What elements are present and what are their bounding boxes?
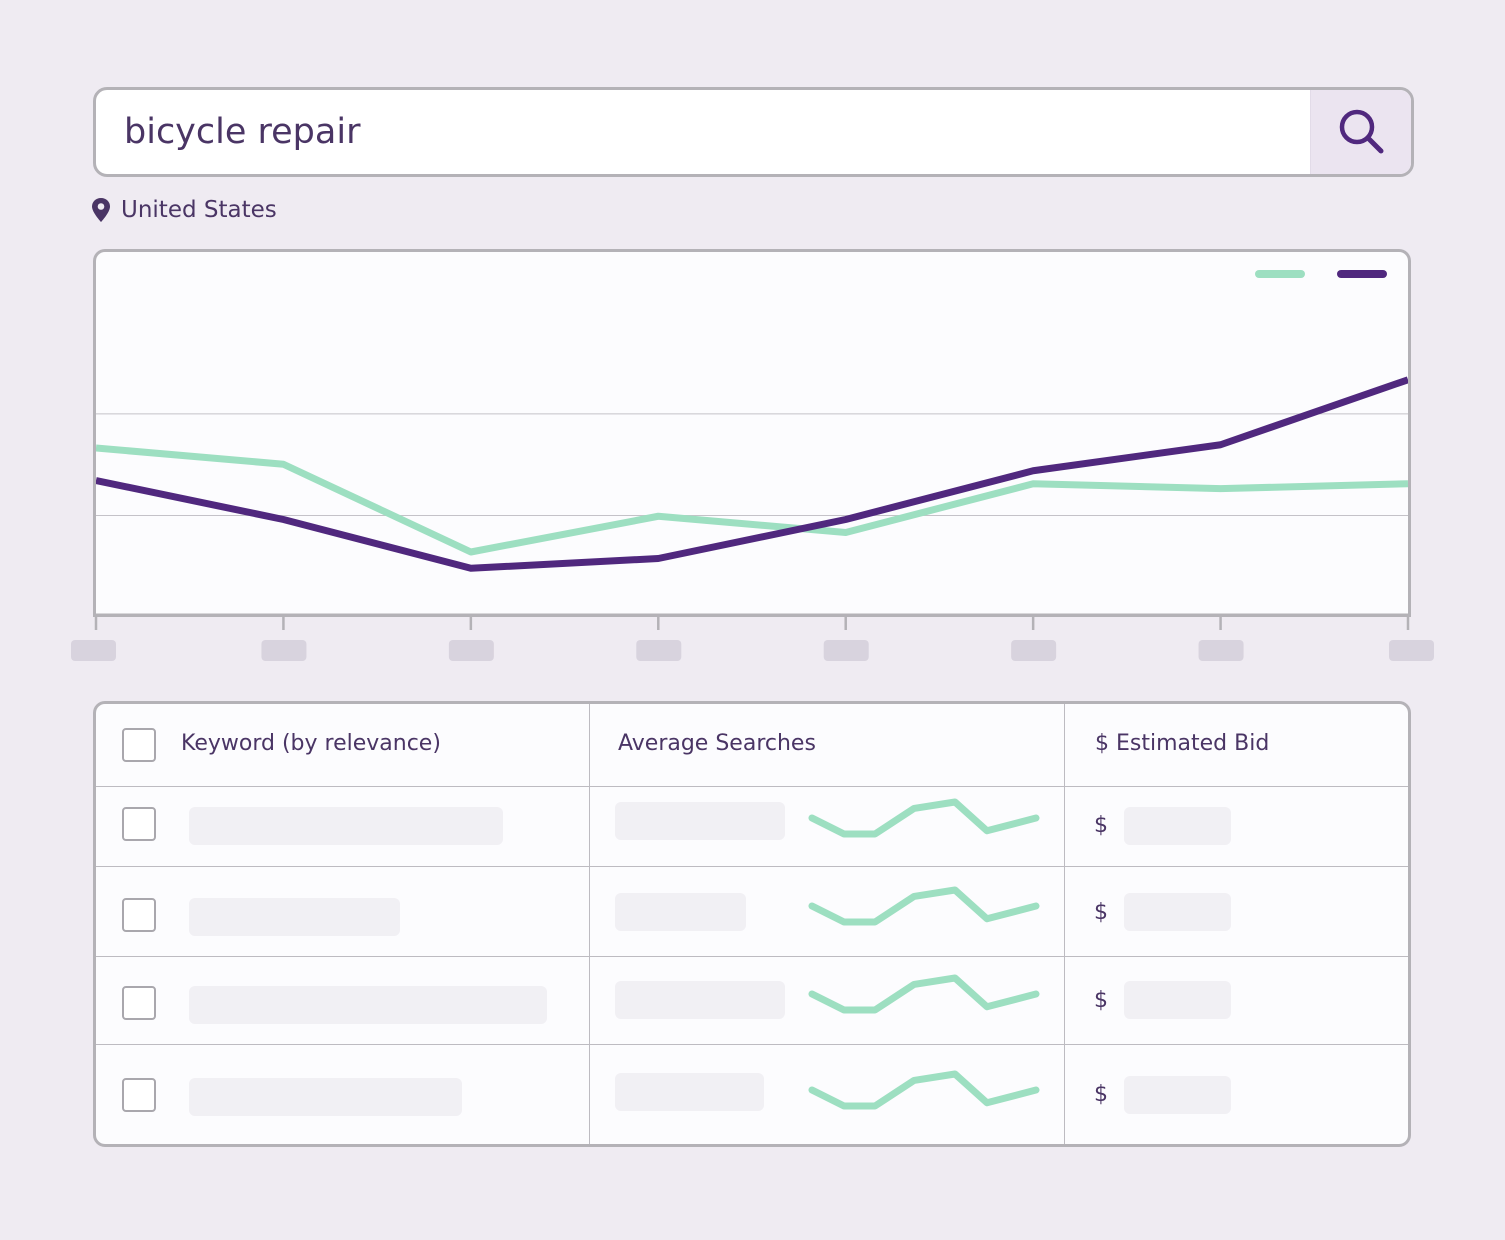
searches-placeholder <box>615 893 746 931</box>
sparkline-path <box>808 1070 1040 1110</box>
bid-placeholder <box>1124 981 1231 1019</box>
bid-placeholder <box>1124 1076 1231 1114</box>
keyword-column-header[interactable]: Keyword (by relevance) <box>181 731 441 756</box>
table-row[interactable]: $ <box>96 1044 1408 1144</box>
x-tick-label-placeholder <box>71 640 116 661</box>
searches-placeholder <box>615 1073 764 1111</box>
x-tick-label-placeholder <box>1198 640 1244 661</box>
table-row[interactable]: $ <box>96 786 1408 867</box>
keyword-placeholder <box>189 986 547 1024</box>
series-line-1 <box>96 444 1408 556</box>
searches-placeholder <box>615 802 785 840</box>
bid-column-header[interactable]: $ Estimated Bid <box>1095 731 1270 756</box>
keyword-placeholder <box>189 898 400 936</box>
location-label: United States <box>121 197 277 223</box>
keyword-table: Keyword (by relevance) Average Searches … <box>93 701 1411 1147</box>
column-divider <box>589 704 590 1144</box>
search-bar <box>93 87 1414 177</box>
searches-sparkline <box>808 886 1040 926</box>
search-button[interactable] <box>1310 90 1411 174</box>
keyword-placeholder <box>189 1078 462 1116</box>
x-tick-label-placeholder <box>1011 640 1057 661</box>
table-row[interactable]: $ <box>96 956 1408 1045</box>
searches-sparkline <box>808 974 1040 1014</box>
bid-placeholder <box>1124 893 1231 931</box>
map-pin-icon <box>92 198 110 222</box>
table-header-row: Keyword (by relevance) Average Searches … <box>96 704 1408 787</box>
search-trend-chart <box>93 249 1411 617</box>
sparkline-path <box>808 798 1040 838</box>
searches-sparkline <box>808 1070 1040 1110</box>
select-all-checkbox[interactable] <box>122 728 156 762</box>
row-checkbox[interactable] <box>122 1078 156 1112</box>
bid-currency: $ <box>1094 813 1108 838</box>
bid-currency: $ <box>1094 900 1108 925</box>
bid-currency: $ <box>1094 988 1108 1013</box>
table-row[interactable]: $ <box>96 866 1408 957</box>
chart-x-axis <box>71 616 1434 661</box>
searches-placeholder <box>615 981 785 1019</box>
row-checkbox[interactable] <box>122 898 156 932</box>
series-line-2 <box>96 376 1408 572</box>
x-tick-label-placeholder <box>636 640 682 661</box>
line-chart <box>96 270 1408 617</box>
column-divider <box>1064 704 1065 1144</box>
row-checkbox[interactable] <box>122 986 156 1020</box>
searches-column-header[interactable]: Average Searches <box>618 731 816 756</box>
row-checkbox[interactable] <box>122 807 156 841</box>
x-tick-label-placeholder <box>823 640 869 661</box>
search-icon <box>1339 109 1384 154</box>
x-tick-label-placeholder <box>448 640 494 661</box>
sparkline-path <box>808 974 1040 1014</box>
bid-currency: $ <box>1094 1082 1108 1107</box>
searches-sparkline <box>808 798 1040 838</box>
search-input[interactable] <box>96 90 1314 174</box>
location-selector[interactable]: United States <box>91 194 277 226</box>
x-tick-label-placeholder <box>1389 640 1434 661</box>
bid-placeholder <box>1124 807 1231 845</box>
keyword-placeholder <box>189 807 503 845</box>
x-tick-label-placeholder <box>261 640 307 661</box>
sparkline-path <box>808 886 1040 926</box>
